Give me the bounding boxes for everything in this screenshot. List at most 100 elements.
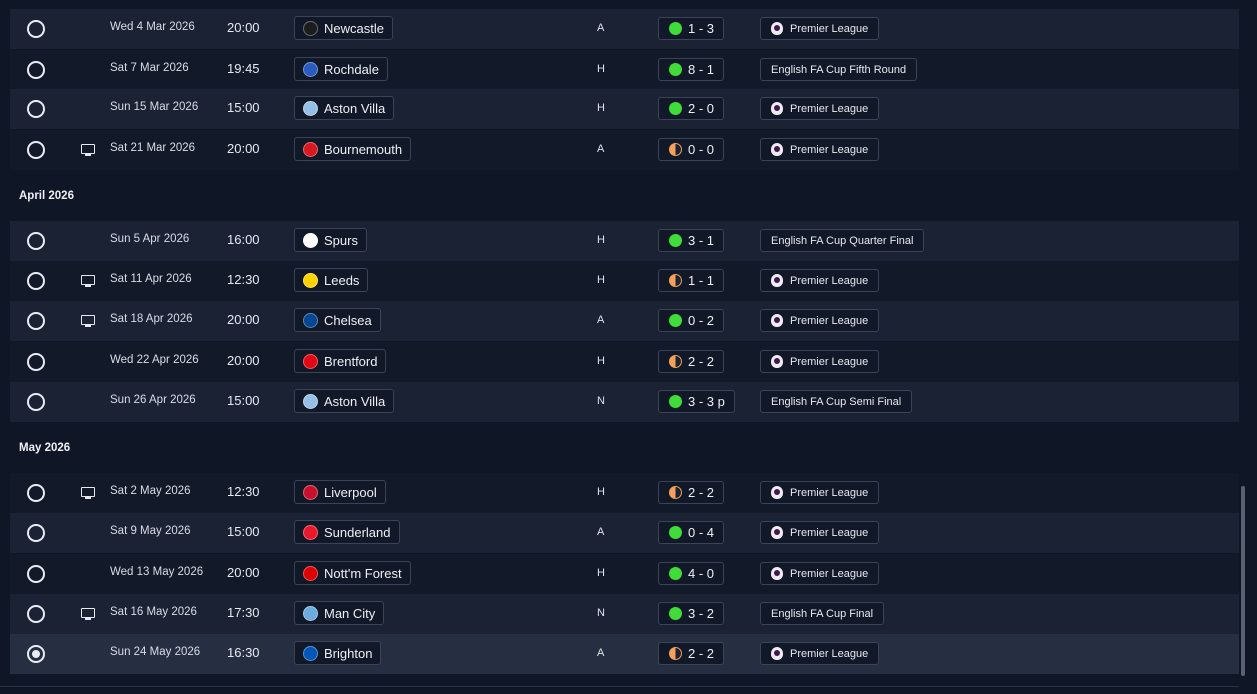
opponent-button[interactable]: Spurs [294,228,367,252]
select-radio[interactable] [27,484,45,502]
match-date: Wed 4 Mar 2026 [110,21,195,33]
fixture-row[interactable]: Sat 7 Mar 2026 19:45 Rochdale H 8 - 1 English… [10,50,1239,90]
select-radio[interactable] [27,605,45,623]
competition-button[interactable]: Premier League [760,309,880,332]
fixture-row[interactable]: Sun 24 May 2026 16:30 Brighton A 2 - 2 Premie… [10,634,1239,674]
competition-name: Premier League [790,22,869,35]
select-radio[interactable] [27,272,45,290]
fixture-row[interactable]: Sun 5 Apr 2026 16:00 Spurs H 3 - 1 English FA… [10,221,1239,261]
opponent-name: Aston Villa [324,100,386,116]
score: 3 - 1 [688,233,715,248]
competition-button[interactable]: Premier League [760,97,880,120]
kickoff-time: 16:00 [227,232,260,247]
result-button[interactable]: 1 - 3 [658,17,725,40]
opponent-button[interactable]: Newcastle [294,16,393,40]
competition-button[interactable]: Premier League [760,642,880,665]
result-button[interactable]: 2 - 2 [658,642,725,665]
opponent-button[interactable]: Leeds [294,268,369,292]
result-button[interactable]: 8 - 1 [658,58,725,81]
month-heading: May 2026 [19,442,71,454]
opponent-name: Sunderland [324,524,391,540]
fixture-row[interactable]: Sat 18 Apr 2026 20:00 Chelsea A 0 - 2 Premier… [10,301,1239,341]
competition-button[interactable]: English FA Cup Final [760,602,885,625]
fixture-row[interactable]: Sat 11 Apr 2026 12:30 Leeds H 1 - 1 Premier L… [10,261,1239,301]
result-button[interactable]: 4 - 0 [658,562,725,585]
result-button[interactable]: 0 - 4 [658,521,725,544]
club-crest-icon [303,232,318,248]
select-radio[interactable] [27,20,45,38]
fixture-row[interactable]: Sat 9 May 2026 15:00 Sunderland A 0 - 4 Premi… [10,513,1239,553]
fixture-row[interactable]: Wed 4 Mar 2026 20:00 Newcastle A 1 - 3 Premie… [10,9,1239,49]
opponent-button[interactable]: Bournemouth [294,137,412,161]
competition-button[interactable]: Premier League [760,521,880,544]
competition-button[interactable]: Premier League [760,269,880,292]
select-radio[interactable] [27,100,45,118]
select-radio[interactable] [27,61,45,79]
opponent-button[interactable]: Nott'm Forest [294,561,411,585]
fixture-row[interactable]: Sat 2 May 2026 12:30 Liverpool H 2 - 2 Premie… [10,473,1239,513]
fixture-row[interactable]: Wed 13 May 2026 20:00 Nott'm Forest H 4 - 0 P… [10,554,1239,594]
fixture-row[interactable]: Sat 21 Mar 2026 20:00 Bournemouth A 0 - 0 Pre… [10,130,1239,170]
fixture-row[interactable]: Sat 16 May 2026 17:30 Man City N 3 - 2 Englis… [10,594,1239,634]
match-date: Sat 18 Apr 2026 [110,313,193,325]
score: 8 - 1 [688,62,715,77]
match-date: Wed 22 Apr 2026 [110,354,199,366]
select-radio[interactable] [27,393,45,411]
competition-name: Premier League [790,647,869,660]
kickoff-time: 20:00 [227,353,260,368]
result-button[interactable]: 2 - 0 [658,97,725,120]
result-button[interactable]: 0 - 0 [658,138,725,161]
competition-button[interactable]: Premier League [760,17,880,40]
result-button[interactable]: 2 - 2 [658,481,725,504]
select-radio[interactable] [27,312,45,330]
competition-button[interactable]: Premier League [760,562,880,585]
select-radio[interactable] [27,141,45,159]
opponent-button[interactable]: Sunderland [294,520,400,544]
win-indicator-icon [669,63,682,76]
scrollbar-thumb[interactable] [1241,486,1245,676]
competition-button[interactable]: Premier League [760,138,880,161]
competition-button[interactable]: Premier League [760,481,880,504]
opponent-button[interactable]: Brentford [294,349,387,373]
select-radio[interactable] [27,565,45,583]
select-radio[interactable] [27,353,45,371]
result-button[interactable]: 3 - 1 [658,229,725,252]
score: 3 - 3 p [688,394,725,409]
score: 2 - 0 [688,101,715,116]
competition-name: English FA Cup Final [771,607,874,620]
fixture-row[interactable]: Sun 26 Apr 2026 15:00 Aston Villa N 3 - 3 p E… [10,382,1239,422]
opponent-button[interactable]: Aston Villa [294,96,395,120]
competition-button[interactable]: English FA Cup Semi Final [760,390,913,413]
select-radio[interactable] [27,645,45,663]
result-button[interactable]: 2 - 2 [658,350,725,373]
result-button[interactable]: 0 - 2 [658,309,725,332]
opponent-name: Aston Villa [324,393,386,409]
competition-button[interactable]: English FA Cup Quarter Final [760,229,925,252]
tv-icon [81,144,95,156]
win-indicator-icon [669,526,682,539]
opponent-button[interactable]: Brighton [294,641,382,665]
select-radio[interactable] [27,524,45,542]
result-button[interactable]: 1 - 1 [658,269,725,292]
premier-league-icon [771,355,783,368]
fixture-row[interactable]: Sun 15 Mar 2026 15:00 Aston Villa H 2 - 0 Pre… [10,89,1239,129]
draw-indicator-icon [669,355,682,368]
result-button[interactable]: 3 - 2 [658,602,725,625]
divider [0,686,1239,687]
venue-code: H [597,567,605,579]
fixture-row[interactable]: Wed 22 Apr 2026 20:00 Brentford H 2 - 2 Premi… [10,342,1239,382]
premier-league-icon [771,143,783,156]
competition-button[interactable]: Premier League [760,350,880,373]
opponent-button[interactable]: Aston Villa [294,389,395,413]
opponent-name: Nott'm Forest [324,565,402,581]
opponent-button[interactable]: Man City [294,601,385,625]
tv-icon [81,487,95,499]
opponent-button[interactable]: Liverpool [294,480,386,504]
opponent-button[interactable]: Chelsea [294,308,381,332]
venue-code: N [597,395,605,407]
competition-button[interactable]: English FA Cup Fifth Round [760,58,918,81]
club-crest-icon [303,100,318,116]
result-button[interactable]: 3 - 3 p [658,390,735,413]
select-radio[interactable] [27,232,45,250]
opponent-button[interactable]: Rochdale [294,57,388,81]
